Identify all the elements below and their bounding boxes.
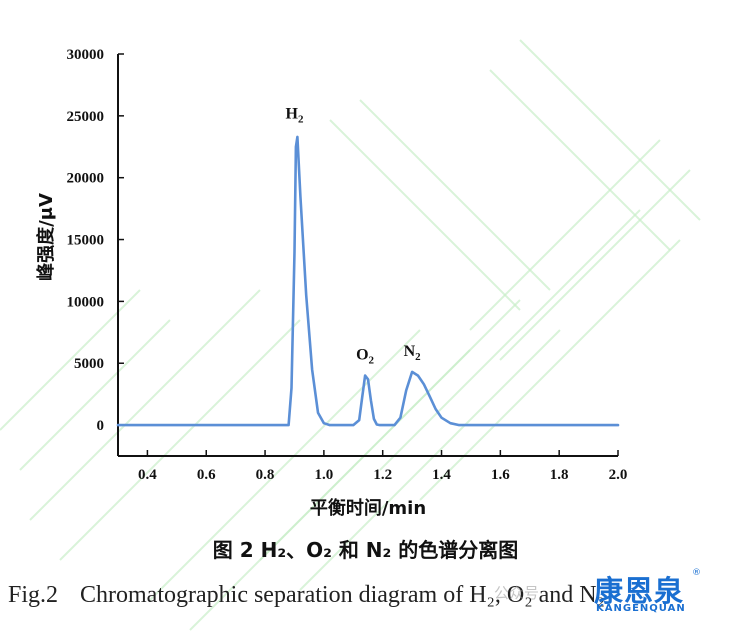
x-tick-label: 0.6	[197, 467, 216, 483]
watermark-stroke	[499, 169, 691, 361]
y-tick-label: 30000	[67, 47, 105, 63]
watermark-stroke	[299, 329, 561, 591]
watermark-stroke	[259, 299, 521, 561]
brand-logo-subtitle: KANGENQUAN	[596, 603, 686, 614]
y-axis-label: 峰强度/μV	[35, 193, 57, 281]
watermark-stroke	[469, 139, 661, 331]
y-tick-label: 20000	[67, 171, 105, 187]
watermark-stroke	[0, 289, 141, 431]
brand-logo-text: 康恩泉	[594, 574, 685, 608]
x-tick-label: 1.4	[432, 467, 451, 483]
figure-caption-chinese: 图 2 H₂、O₂ 和 N₂ 的色谱分离图	[212, 538, 519, 562]
brand-logo: 康恩泉 ® KANGENQUAN	[594, 568, 714, 620]
watermark-stroke	[419, 239, 681, 501]
peak-label: O2	[356, 347, 374, 367]
watermark-stroke	[19, 319, 171, 471]
x-tick-label: 1.8	[550, 467, 569, 483]
figure-caption-english-text: Chromatographic separation diagram of H₂…	[80, 582, 605, 608]
y-tick-label: 0	[97, 418, 105, 434]
plot-area: 0 5000 10000 15000 20000 25000 30000 0.4 0.6 0.8 1…	[35, 47, 627, 519]
figure-number: Fig.2	[8, 582, 59, 608]
figure-caption-english: Fig.2 Chromatographic separation diagram …	[8, 582, 605, 609]
y-tick-label: 15000	[67, 233, 105, 249]
peak-label: H2	[285, 105, 303, 125]
watermark-stroke	[359, 99, 551, 291]
wechat-account-watermark: 公众号	[494, 584, 540, 602]
series-line	[116, 135, 620, 427]
watermark-stroke	[59, 319, 301, 561]
watermark-stroke	[149, 329, 421, 601]
watermark-stroke	[29, 289, 261, 521]
y-tick-label: 25000	[67, 109, 105, 125]
x-tick-label: 0.8	[256, 467, 275, 483]
watermark-stroke	[379, 209, 641, 471]
peak-label: N2	[404, 343, 422, 363]
x-tick-label: 1.0	[315, 467, 334, 483]
x-tick-label: 2.0	[609, 467, 628, 483]
y-tick-label: 5000	[74, 356, 104, 372]
watermark-stroke	[489, 69, 671, 251]
watermark-stroke	[329, 119, 521, 311]
watermark-stroke	[519, 39, 701, 221]
x-tick-label: 1.6	[491, 467, 510, 483]
y-tick-label: 10000	[67, 294, 105, 310]
background-watermark-pattern	[0, 39, 701, 631]
x-tick-label: 0.4	[138, 467, 157, 483]
x-tick-label: 1.2	[373, 467, 392, 483]
x-axis-label: 平衡时间/min	[310, 497, 426, 519]
registered-mark: ®	[692, 568, 701, 578]
